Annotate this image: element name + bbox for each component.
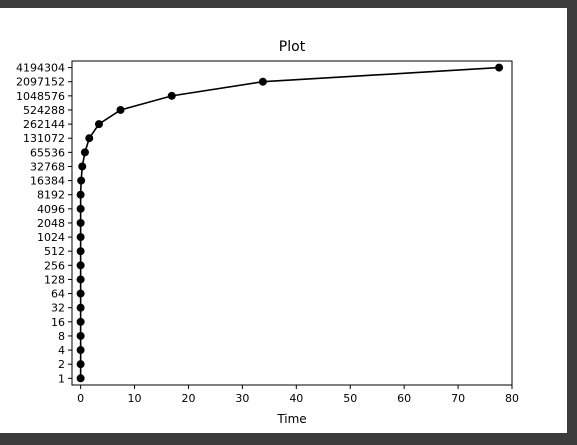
y-tick-label: 128	[44, 273, 65, 286]
data-point	[76, 233, 85, 242]
data-point	[76, 374, 85, 383]
y-tick-label: 4096	[37, 203, 65, 216]
x-axis: 0 10 20 30 40 50 60 70 80	[77, 385, 519, 405]
data-point	[76, 331, 85, 340]
plot-frame	[71, 60, 513, 386]
data-point	[76, 317, 85, 326]
series-points-group	[76, 63, 504, 383]
x-axis-label: Time	[276, 412, 306, 426]
x-tick-label: 70	[451, 392, 465, 405]
series-line-group	[79, 66, 500, 379]
x-tick-label: 10	[128, 392, 142, 405]
data-point	[94, 120, 103, 129]
data-point	[76, 360, 85, 369]
x-tick-label: 80	[505, 392, 519, 405]
y-tick-label: 1024	[37, 231, 65, 244]
data-point	[76, 218, 85, 227]
y-tick-label: 32768	[30, 160, 65, 173]
x-tick-label: 20	[181, 392, 195, 405]
data-point	[77, 176, 86, 185]
y-tick-label: 32	[51, 302, 65, 315]
data-point	[76, 190, 85, 199]
data-point	[495, 63, 504, 72]
y-tick-label: 65536	[30, 146, 65, 159]
y-tick-label: 1	[58, 372, 65, 385]
data-point	[76, 275, 85, 284]
data-point	[76, 346, 85, 355]
data-point	[80, 148, 89, 157]
data-point	[167, 91, 176, 100]
y-tick-label: 8	[58, 330, 65, 343]
plot-area	[71, 60, 513, 386]
y-tick-label: 524288	[23, 104, 65, 117]
data-point	[116, 105, 125, 114]
y-tick-label: 4194304	[16, 62, 65, 75]
series-line	[79, 66, 500, 379]
y-tick-label: 262144	[23, 118, 65, 131]
figure-canvas: Plot 0 10 20 30 40 50 60 70 80 1 2 4 8 16 32 64 128 256 5…	[0, 8, 567, 433]
data-point	[258, 77, 267, 86]
line-chart: Plot 0 10 20 30 40 50 60 70 80 12481632641282565…	[16, 39, 519, 426]
data-point	[76, 261, 85, 270]
data-point	[76, 247, 85, 256]
y-tick-label: 4	[58, 344, 65, 357]
x-tick-label: 60	[397, 392, 411, 405]
chart-title: Plot	[279, 39, 306, 55]
x-tick-label: 50	[343, 392, 357, 405]
y-tick-label: 16	[51, 316, 65, 329]
y-tick-label: 2097152	[16, 76, 65, 89]
y-tick-label: 256	[44, 259, 65, 272]
data-point	[85, 134, 94, 143]
y-tick-label: 64	[51, 288, 65, 301]
y-tick-label: 1048576	[16, 90, 65, 103]
y-tick-label: 2	[58, 358, 65, 371]
data-point	[76, 204, 85, 213]
y-tick-label: 131072	[23, 132, 65, 145]
x-tick-label: 40	[289, 392, 303, 405]
x-tick-label: 0	[77, 392, 84, 405]
data-point	[76, 303, 85, 312]
x-tick-label: 30	[235, 392, 249, 405]
data-point	[76, 289, 85, 298]
y-tick-label: 16384	[30, 175, 65, 188]
y-tick-label: 8192	[37, 189, 65, 202]
y-tick-label: 512	[44, 245, 65, 258]
data-point	[78, 162, 87, 171]
y-tick-label: 2048	[37, 217, 65, 230]
